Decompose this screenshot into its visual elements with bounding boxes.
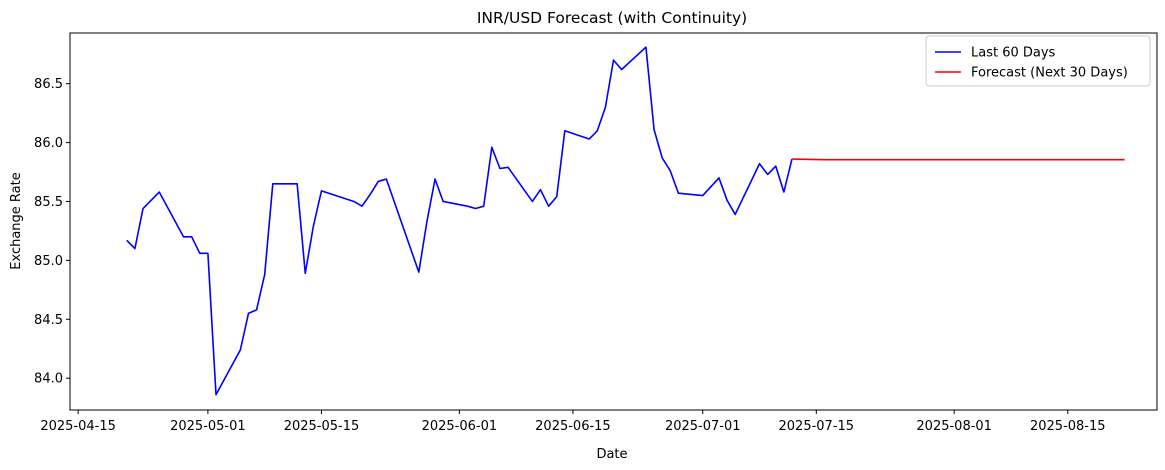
legend-label-last-60-days: Last 60 Days (971, 46, 1056, 61)
x-tick-label: 2025-04-15 (40, 419, 116, 434)
y-axis-ticks: 84.0 84.5 85.0 85.5 86.0 86.5 (34, 77, 70, 387)
series-line-last-60-days (126, 46, 793, 396)
x-axis-ticks: 2025-04-15 2025-05-01 2025-05-15 2025-06-01… (40, 410, 1106, 434)
y-tick-label: 86.5 (34, 77, 63, 92)
x-tick-label: 2025-05-15 (284, 419, 360, 434)
x-tick-label: 2025-08-01 (916, 419, 992, 434)
series-line-forecast (791, 158, 1125, 161)
y-tick-label: 85.0 (34, 254, 63, 269)
y-axis-label: Exchange Rate (9, 172, 24, 269)
x-tick-label: 2025-08-15 (1030, 419, 1106, 434)
y-tick-label: 85.5 (34, 195, 63, 210)
x-axis-label: Date (596, 447, 627, 462)
chart-title: INR/USD Forecast (with Continuity) (477, 9, 747, 27)
x-tick-label: 2025-07-01 (665, 419, 741, 434)
y-tick-label: 86.0 (34, 136, 63, 151)
legend-label-forecast: Forecast (Next 30 Days) (971, 66, 1128, 81)
x-tick-label: 2025-07-15 (779, 419, 855, 434)
x-tick-label: 2025-05-01 (170, 419, 246, 434)
legend: Last 60 Days Forecast (Next 30 Days) (925, 35, 1151, 87)
plot-frame (69, 32, 1158, 411)
legend-box (925, 35, 1151, 87)
x-tick-label: 2025-06-01 (422, 419, 498, 434)
y-tick-label: 84.0 (34, 372, 63, 387)
series-layer (126, 46, 1125, 396)
x-tick-label: 2025-06-15 (535, 419, 611, 434)
y-tick-label: 84.5 (34, 313, 63, 328)
